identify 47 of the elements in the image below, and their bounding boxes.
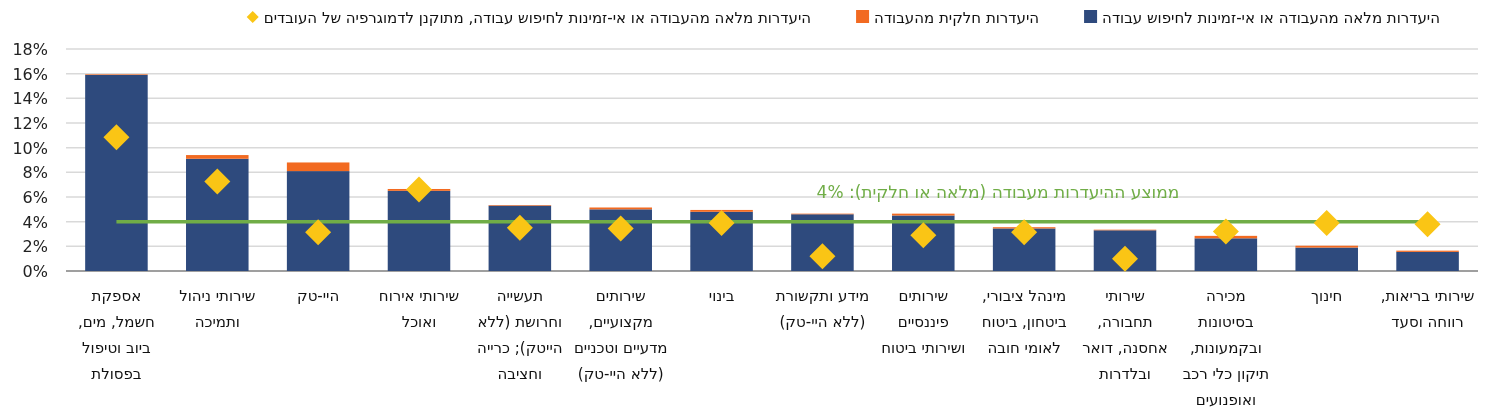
bar — [992, 228, 1056, 271]
point — [708, 209, 735, 236]
x-tick-label: שירותי ניהול ותמיכה — [179, 287, 256, 331]
x-tick-label: שירותי אירוח ואוכל — [378, 287, 460, 331]
point — [1313, 209, 1340, 236]
x-tick-label: מידע ותקשורת (ללא היי-טק) — [775, 287, 870, 331]
bar — [186, 158, 249, 271]
y-tick-label: 2% — [22, 237, 48, 257]
x-tick-label: בינוי — [708, 287, 735, 305]
bar — [186, 155, 249, 159]
x-tick-label: שירותים פיננסיים ושירותי ביטוח — [881, 287, 966, 357]
point — [809, 243, 836, 270]
point — [103, 124, 130, 151]
x-tick-label: שירותי תחבורה, אחסנה, דואר ובלדרות — [1082, 287, 1168, 383]
y-tick-label: 8% — [22, 163, 48, 183]
y-tick-label: 6% — [22, 188, 48, 207]
y-tick-label: 4% — [22, 212, 48, 232]
legend-label: היעדרות מלאה מהעבודה או אי-זמינות לחיפוש עבודה, מתוקנן לדמוגרפיה של העובדים — [263, 9, 812, 27]
x-tick-label: אספקת חשמל, מים, ביוב וטיפול בפסולת — [77, 287, 155, 383]
bar — [387, 190, 451, 271]
x-tick-label: חינוך — [1311, 287, 1343, 305]
bar — [1194, 238, 1258, 271]
point — [406, 176, 432, 203]
bar — [286, 162, 350, 172]
y-tick-label: 16% — [12, 64, 48, 84]
ref-line-label: ממוצע ההיעדרות מעבודה (מלאה או חלקית): 4% — [816, 181, 1180, 202]
x-tick-label: היי-טק — [296, 287, 340, 305]
x-tick-label: מינהל ציבורי, ביטחון, ביטוח לאומי חובה — [981, 287, 1067, 357]
bar — [1295, 247, 1358, 271]
legend-label: היעדרות מלאה מהעבודה או אי-זמינות לחיפוש עבודה — [1102, 9, 1440, 27]
bar — [1396, 251, 1459, 271]
point — [1212, 218, 1239, 245]
point — [204, 168, 231, 195]
point — [1414, 211, 1441, 238]
y-tick-label: 18% — [12, 40, 48, 59]
y-tick-label: 12% — [12, 114, 48, 133]
bar — [286, 171, 350, 271]
legend-label: היעדרות חלקית מהעבודה — [874, 9, 1040, 27]
point — [1011, 219, 1038, 246]
x-tick-label: שירותי בריאות, רווחה וסעד — [1380, 287, 1475, 331]
bar — [85, 74, 148, 271]
y-tick-label: 14% — [12, 89, 48, 109]
x-tick-label: שירותים מקצועיים, מדעיים וטכניים (ללא היי-טק) — [573, 287, 668, 383]
x-tick-label: תעשייה וחרושת (ללא הייטק); כרייה וחציבה — [477, 287, 563, 383]
y-tick-label: 0% — [22, 262, 48, 281]
y-tick-label: 10% — [12, 138, 48, 158]
x-tick-label: מכירה בסיטונות ובקמעונות, תיקון כלי רכב ואופנועים — [1182, 287, 1270, 407]
